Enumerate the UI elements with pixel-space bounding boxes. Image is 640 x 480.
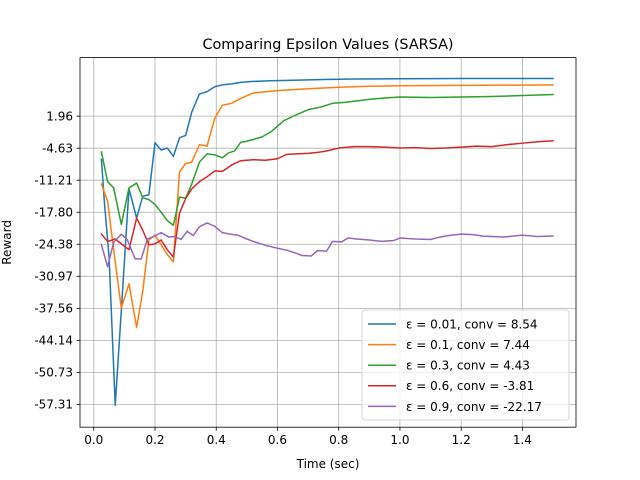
y-tick-label: 1.96 [46, 109, 73, 123]
plot-frame [79, 57, 577, 428]
series-line-5 [100, 222, 554, 268]
y-tick-label: -37.56 [34, 302, 73, 316]
x-tick-label: 1.0 [390, 433, 409, 447]
legend-box [361, 309, 570, 421]
y-tick-label: -17.80 [34, 205, 73, 219]
y-tick-label: -57.31 [34, 398, 73, 412]
x-tick-label: 0.6 [268, 433, 287, 447]
legend-entry: ε = 0.1, conv = 7.44 [406, 338, 530, 352]
legend-entry: ε = 0.6, conv = -3.81 [406, 379, 534, 393]
x-tick-label: 1.4 [513, 433, 532, 447]
grid-lines [80, 57, 576, 428]
y-tick-label: -11.21 [34, 173, 73, 187]
legend-entry: ε = 0.01, conv = 8.54 [406, 317, 538, 331]
x-tick-label: 1.2 [452, 433, 471, 447]
y-tick-label: -44.14 [34, 334, 73, 348]
x-axis-ticks: 0.0 0.2 0.4 0.6 0.8 1.0 1.2 1.4 [84, 427, 532, 447]
x-tick-label: 0.8 [329, 433, 348, 447]
y-axis-ticks: 1.96 -4.63 -11.21 -17.80 -24.38 -30.97 -37.56 -… [34, 109, 80, 412]
y-tick-label: -30.97 [34, 269, 73, 283]
series-line-4 [100, 139, 554, 258]
y-tick-label: -50.73 [34, 366, 73, 380]
legend-entry: ε = 0.9, conv = -22.17 [406, 400, 542, 414]
x-axis-label: Time (sec) [296, 457, 360, 471]
series-line-3 [100, 93, 554, 227]
series-line-2 [100, 84, 554, 329]
chart-title: Comparing Epsilon Values (SARSA) [202, 37, 453, 53]
x-tick-label: 0.2 [145, 433, 164, 447]
series-lines [100, 77, 554, 407]
legend-entry: ε = 0.3, conv = 4.43 [406, 359, 530, 373]
x-tick-label: 0.4 [207, 433, 226, 447]
y-tick-label: -24.38 [34, 237, 73, 251]
x-tick-label: 0.0 [84, 433, 103, 447]
y-tick-label: -4.63 [42, 141, 73, 155]
legend: ε = 0.01, conv = 8.54 ε = 0.1, conv = 7.4… [361, 309, 570, 421]
y-axis-label: Reward [0, 220, 14, 265]
